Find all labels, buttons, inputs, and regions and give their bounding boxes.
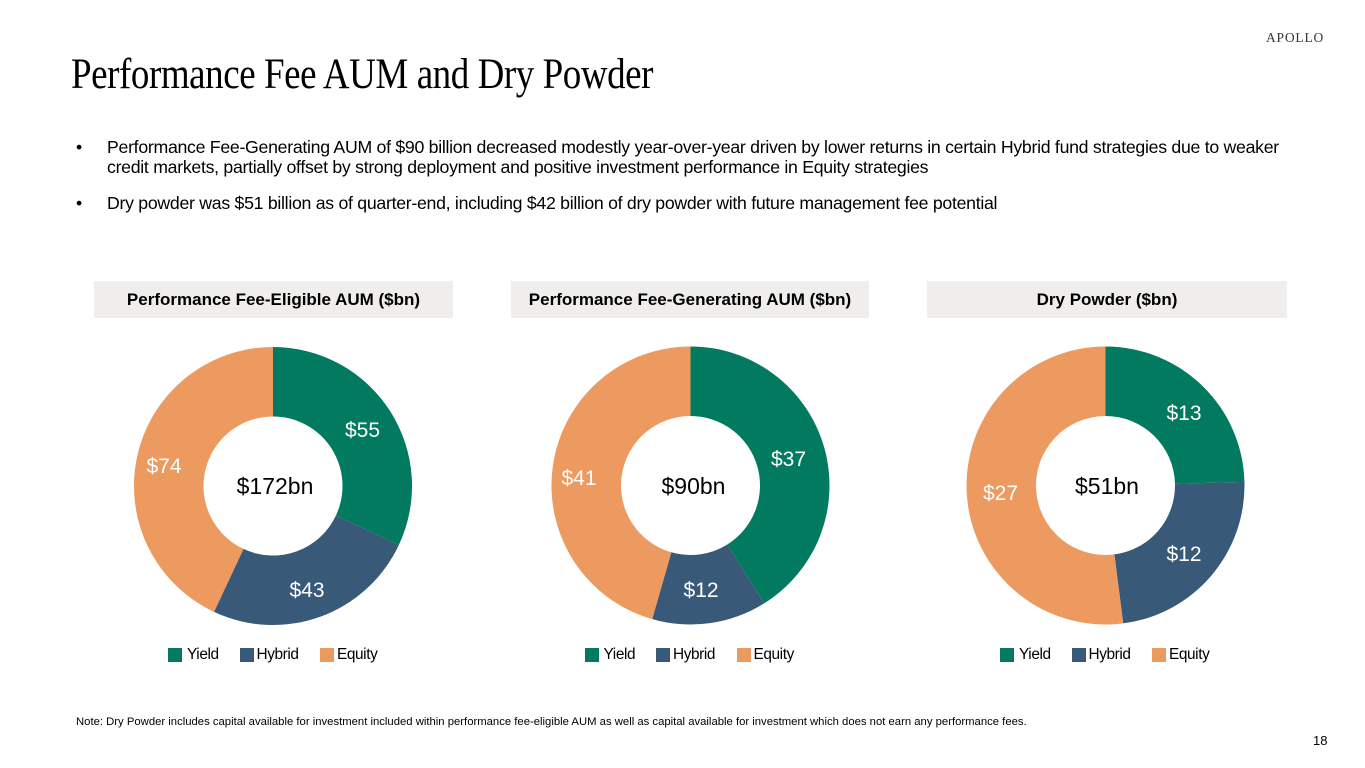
svg-text:$27: $27 [983,482,1018,505]
svg-text:$74: $74 [146,455,181,478]
svg-text:$55: $55 [345,419,380,442]
svg-text:$37: $37 [771,448,806,471]
svg-text:$41: $41 [561,467,596,490]
svg-text:$12: $12 [683,579,718,602]
svg-text:$13: $13 [1166,402,1201,425]
svg-text:$12: $12 [1166,543,1201,566]
svg-text:$51bn: $51bn [1075,473,1139,499]
svg-text:$90bn: $90bn [662,473,726,499]
svg-text:$43: $43 [289,579,324,602]
svg-text:$172bn: $172bn [237,473,314,499]
